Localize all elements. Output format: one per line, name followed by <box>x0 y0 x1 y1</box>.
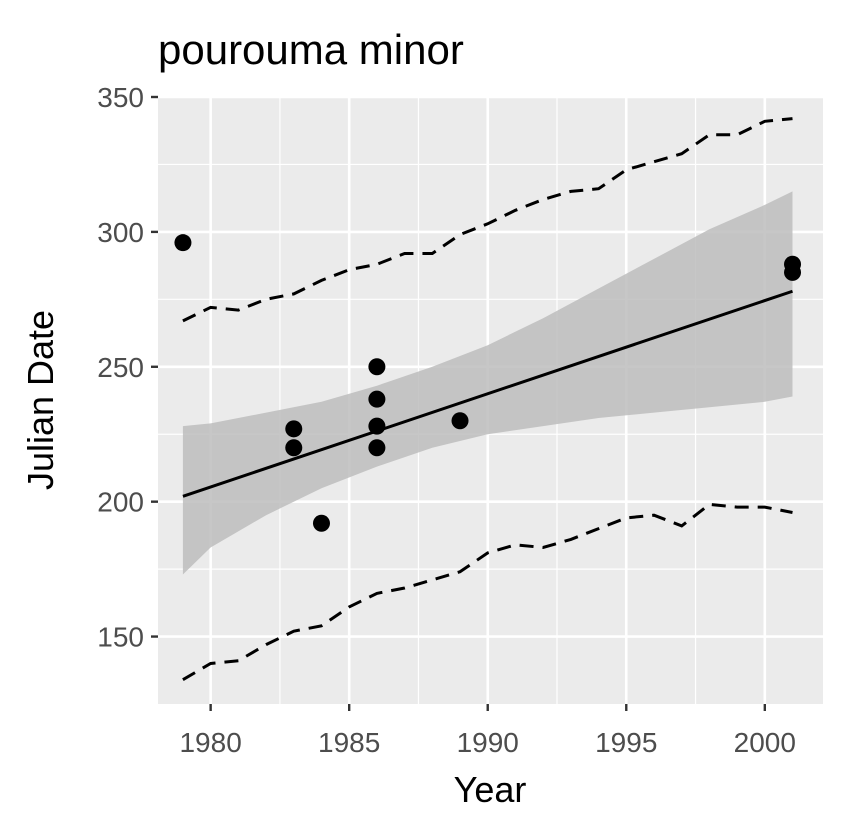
fit-line <box>182 289 793 498</box>
prediction-upper-line <box>182 117 793 323</box>
y-tick-label: 250 <box>97 352 144 383</box>
y-tick-label: 150 <box>97 622 144 653</box>
data-point <box>285 420 303 438</box>
y-tick-label: 300 <box>97 217 144 248</box>
data-point <box>368 390 386 408</box>
y-axis-title: Julian Date <box>20 310 61 490</box>
data-point <box>285 439 303 457</box>
x-tick-label: 1995 <box>595 727 657 758</box>
data-point <box>174 234 192 252</box>
y-tick-label: 200 <box>97 487 144 518</box>
data-points <box>174 234 802 532</box>
x-axis: 1980 1985 1990 1995 2000 <box>179 704 796 758</box>
data-point <box>312 514 330 532</box>
x-tick-label: 1990 <box>457 727 519 758</box>
x-tick-label: 1980 <box>179 727 241 758</box>
data-point <box>368 439 386 457</box>
confidence-band <box>182 191 793 575</box>
data-point <box>451 412 469 430</box>
data-point <box>368 417 386 435</box>
y-axis: 150 200 250 300 350 <box>97 82 158 653</box>
data-point <box>368 358 386 376</box>
chart-title: pourouma minor <box>158 26 464 73</box>
x-tick-label: 2000 <box>734 727 796 758</box>
x-axis-title: Year <box>454 769 527 810</box>
data-point <box>784 263 802 281</box>
y-tick-label: 350 <box>97 82 144 113</box>
x-tick-label: 1985 <box>318 727 380 758</box>
prediction-lower-line <box>182 502 793 681</box>
